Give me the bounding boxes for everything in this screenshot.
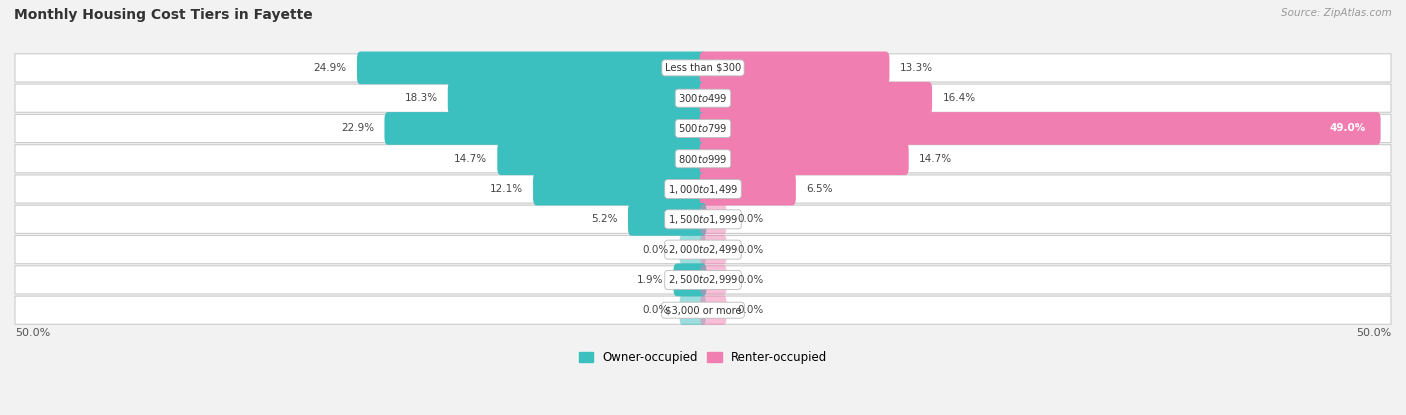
Text: 18.3%: 18.3% <box>405 93 437 103</box>
Text: 0.0%: 0.0% <box>737 305 763 315</box>
Text: 0.0%: 0.0% <box>737 275 763 285</box>
Text: 13.3%: 13.3% <box>900 63 932 73</box>
FancyBboxPatch shape <box>679 295 706 325</box>
Text: Less than $300: Less than $300 <box>665 63 741 73</box>
Text: 0.0%: 0.0% <box>737 214 763 225</box>
Text: $800 to $999: $800 to $999 <box>678 153 728 165</box>
FancyBboxPatch shape <box>357 51 706 84</box>
Text: 49.0%: 49.0% <box>1330 123 1367 134</box>
Text: 24.9%: 24.9% <box>314 63 347 73</box>
Text: 50.0%: 50.0% <box>15 328 51 338</box>
FancyBboxPatch shape <box>700 51 890 84</box>
Text: 50.0%: 50.0% <box>1355 328 1391 338</box>
Text: 1.9%: 1.9% <box>637 275 664 285</box>
Text: 0.0%: 0.0% <box>737 244 763 255</box>
Text: 0.0%: 0.0% <box>643 305 669 315</box>
Text: 14.7%: 14.7% <box>920 154 952 164</box>
Text: 0.0%: 0.0% <box>643 244 669 255</box>
Text: 16.4%: 16.4% <box>942 93 976 103</box>
FancyBboxPatch shape <box>700 265 727 295</box>
FancyBboxPatch shape <box>15 115 1391 142</box>
FancyBboxPatch shape <box>700 173 796 205</box>
FancyBboxPatch shape <box>15 54 1391 82</box>
FancyBboxPatch shape <box>15 236 1391 264</box>
FancyBboxPatch shape <box>628 203 706 236</box>
FancyBboxPatch shape <box>700 142 908 175</box>
FancyBboxPatch shape <box>15 145 1391 173</box>
FancyBboxPatch shape <box>679 235 706 264</box>
FancyBboxPatch shape <box>384 112 706 145</box>
Text: 5.2%: 5.2% <box>591 214 617 225</box>
FancyBboxPatch shape <box>700 82 932 115</box>
Text: $3,000 or more: $3,000 or more <box>665 305 741 315</box>
FancyBboxPatch shape <box>15 84 1391 112</box>
Legend: Owner-occupied, Renter-occupied: Owner-occupied, Renter-occupied <box>574 347 832 369</box>
FancyBboxPatch shape <box>498 142 706 175</box>
FancyBboxPatch shape <box>15 175 1391 203</box>
FancyBboxPatch shape <box>15 296 1391 324</box>
FancyBboxPatch shape <box>447 82 706 115</box>
FancyBboxPatch shape <box>700 112 1381 145</box>
FancyBboxPatch shape <box>15 266 1391 294</box>
Text: $2,000 to $2,499: $2,000 to $2,499 <box>668 243 738 256</box>
Text: $500 to $799: $500 to $799 <box>678 122 728 134</box>
Text: $2,500 to $2,999: $2,500 to $2,999 <box>668 273 738 286</box>
FancyBboxPatch shape <box>700 295 727 325</box>
Text: 14.7%: 14.7% <box>454 154 486 164</box>
FancyBboxPatch shape <box>700 235 727 264</box>
Text: Source: ZipAtlas.com: Source: ZipAtlas.com <box>1281 8 1392 18</box>
FancyBboxPatch shape <box>700 205 727 234</box>
Text: $1,000 to $1,499: $1,000 to $1,499 <box>668 183 738 195</box>
Text: 22.9%: 22.9% <box>342 123 374 134</box>
Text: $1,500 to $1,999: $1,500 to $1,999 <box>668 213 738 226</box>
FancyBboxPatch shape <box>533 173 706 205</box>
Text: 6.5%: 6.5% <box>806 184 832 194</box>
FancyBboxPatch shape <box>673 264 706 296</box>
FancyBboxPatch shape <box>15 205 1391 233</box>
Text: 12.1%: 12.1% <box>489 184 523 194</box>
Text: $300 to $499: $300 to $499 <box>678 92 728 104</box>
Text: Monthly Housing Cost Tiers in Fayette: Monthly Housing Cost Tiers in Fayette <box>14 8 312 22</box>
